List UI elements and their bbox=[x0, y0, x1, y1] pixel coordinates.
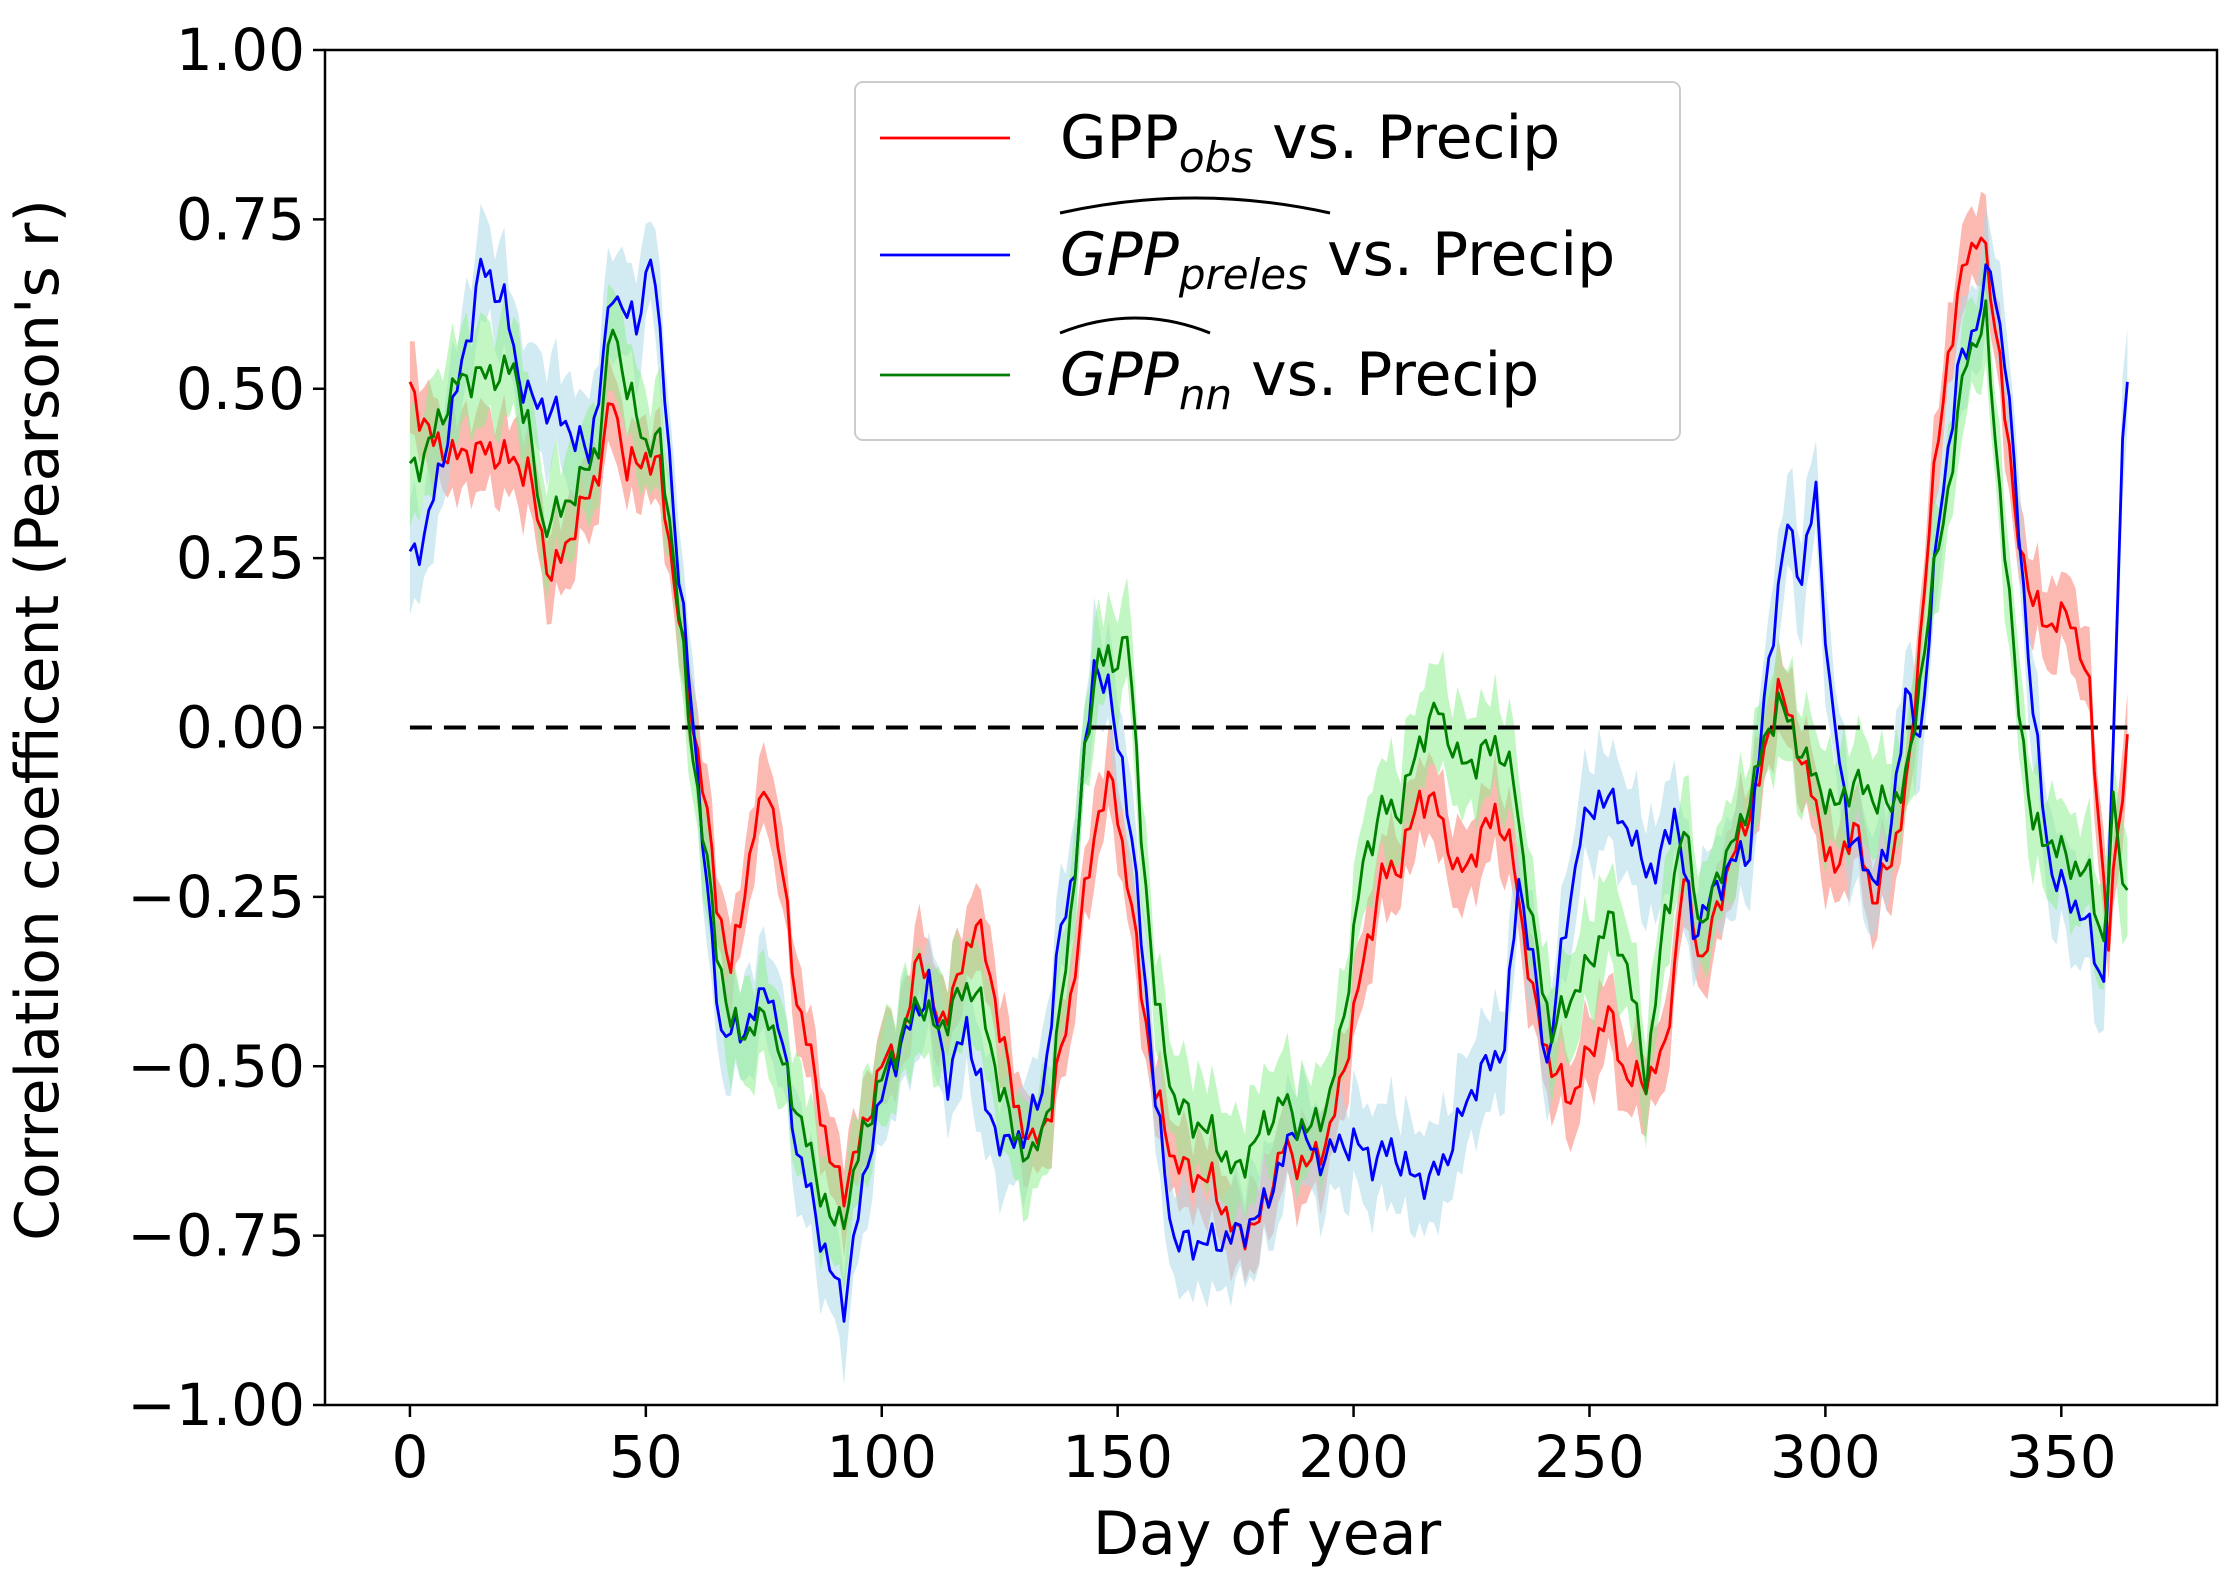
series-lines bbox=[408, 236, 2129, 1323]
y-tick-label: 0.25 bbox=[176, 524, 305, 592]
band-nn bbox=[409, 240, 2128, 1292]
y-tick-label: 0.75 bbox=[176, 185, 305, 253]
y-axis-ticks: −1.00 −0.75 −0.50 −0.25 0.00 0.25 0.50 0.75 1.00 bbox=[127, 16, 325, 1439]
x-tick-label: 250 bbox=[1534, 1423, 1645, 1491]
y-tick-label: 0.00 bbox=[176, 694, 305, 762]
legend-label-preles: GPPpreles vs. Precip bbox=[1060, 220, 1615, 299]
x-tick-label: 300 bbox=[1770, 1423, 1881, 1491]
y-tick-label: −1.00 bbox=[127, 1371, 305, 1439]
y-tick-label: 1.00 bbox=[176, 16, 305, 84]
legend-hat-nn bbox=[1059, 316, 1211, 335]
legend-box bbox=[854, 81, 1681, 441]
legend-hat-preles bbox=[1059, 196, 1331, 215]
x-axis-label: Day of year bbox=[1093, 1499, 1442, 1569]
legend-label-nn: GPPnn vs. Precip bbox=[1060, 340, 1539, 419]
x-axis-ticks: 0 50 100 150 200 250 300 350 bbox=[391, 1405, 2117, 1491]
x-tick-label: 100 bbox=[826, 1423, 937, 1491]
y-tick-label: −0.75 bbox=[127, 1202, 305, 1270]
x-tick-label: 0 bbox=[391, 1423, 428, 1491]
y-tick-label: −0.25 bbox=[127, 863, 305, 931]
legend-label-obs: GPPobs vs. Precip bbox=[1060, 103, 1560, 182]
x-tick-label: 50 bbox=[609, 1423, 683, 1491]
series-line-nn bbox=[408, 299, 2129, 1231]
series-line-preles bbox=[408, 257, 2129, 1323]
y-tick-label: −0.50 bbox=[127, 1032, 305, 1100]
x-tick-label: 350 bbox=[2006, 1423, 2117, 1491]
x-tick-label: 200 bbox=[1298, 1423, 1409, 1491]
y-axis-label: Correlation coefficent (Pearson's r) bbox=[3, 199, 73, 1241]
x-tick-label: 150 bbox=[1062, 1423, 1173, 1491]
legend: GPPobs vs. Precip GPPpreles vs. Precip GPP… bbox=[854, 81, 1681, 441]
y-tick-label: 0.50 bbox=[176, 355, 305, 423]
